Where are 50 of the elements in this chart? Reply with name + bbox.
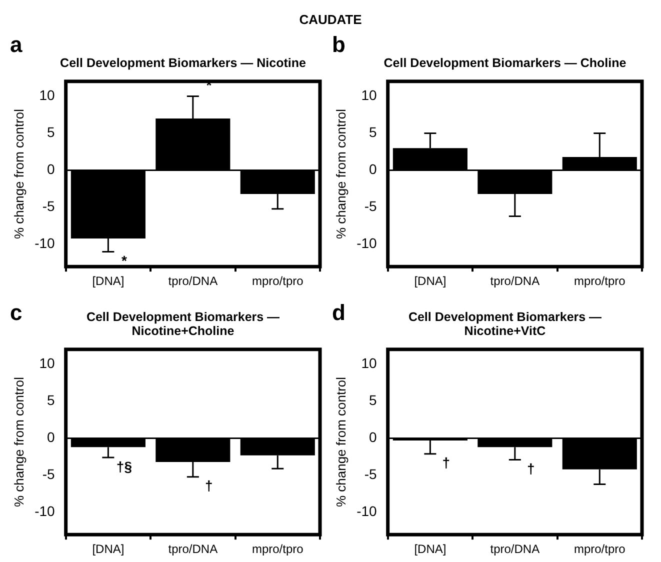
y-tick-label: 10: [361, 87, 378, 104]
y-tick-label: -10: [34, 503, 56, 520]
annotation: †: [205, 478, 213, 494]
y-tick-label: -5: [364, 466, 378, 482]
y-axis-title: % change from control: [11, 108, 26, 240]
y-tick-label: -5: [364, 198, 378, 214]
y-tick-label: 5: [369, 392, 378, 408]
text: d: [332, 300, 346, 326]
y-tick-label: 5: [369, 124, 378, 140]
y-tick-label: 0: [369, 429, 378, 446]
y-tick-label: 0: [47, 161, 56, 178]
y-tick-label: 0: [369, 161, 378, 178]
x-tick-label: mpro/tpro: [574, 542, 626, 556]
y-tick-label: 0: [47, 429, 56, 446]
text: c: [10, 300, 22, 326]
text: b: [332, 32, 346, 58]
x-tick-label: tpro/DNA: [490, 542, 540, 556]
chart-title: Cell Development Biomarkers — Choline: [382, 55, 628, 70]
x-tick-label: mpro/tpro: [574, 274, 626, 288]
y-axis-title: % change from control: [333, 376, 348, 508]
annotation: †: [442, 454, 450, 471]
text: CAUDATE: [299, 12, 362, 27]
y-tick-label: -10: [34, 235, 56, 252]
x-tick-label: tpro/DNA: [168, 274, 218, 288]
y-tick-label: -5: [42, 466, 56, 482]
y-tick-label: -10: [356, 235, 378, 252]
x-tick-label: mpro/tpro: [252, 274, 304, 288]
x-tick-label: tpro/DNA: [168, 542, 218, 556]
y-tick-label: 10: [39, 87, 56, 104]
x-tick-label: [DNA]: [92, 274, 124, 288]
y-tick-label: 10: [39, 355, 56, 372]
annotation: *: [121, 252, 128, 269]
y-tick-label: -10: [356, 503, 378, 520]
y-tick-label: 5: [47, 124, 56, 140]
x-tick-label: mpro/tpro: [252, 542, 304, 556]
y-tick-label: 5: [47, 392, 56, 408]
chart-title: Cell Development Biomarkers — Nicotine+VitC: [407, 309, 603, 338]
y-axis-title: % change from control: [333, 108, 348, 240]
y-tick-label: -5: [42, 198, 56, 214]
annotation: †§: [116, 458, 132, 474]
x-tick-label: [DNA]: [92, 542, 124, 556]
x-tick-label: [DNA]: [414, 274, 446, 288]
y-axis-title: % change from control: [11, 376, 26, 508]
text: a: [10, 32, 22, 58]
annotation: †: [527, 460, 535, 477]
x-tick-label: tpro/DNA: [490, 274, 540, 288]
x-tick-label: [DNA]: [414, 542, 446, 556]
chart-title: Cell Development Biomarkers — Nicotine+Choline: [85, 309, 281, 338]
y-tick-label: 10: [361, 355, 378, 372]
chart-title: Cell Development Biomarkers — Nicotine: [59, 55, 307, 70]
